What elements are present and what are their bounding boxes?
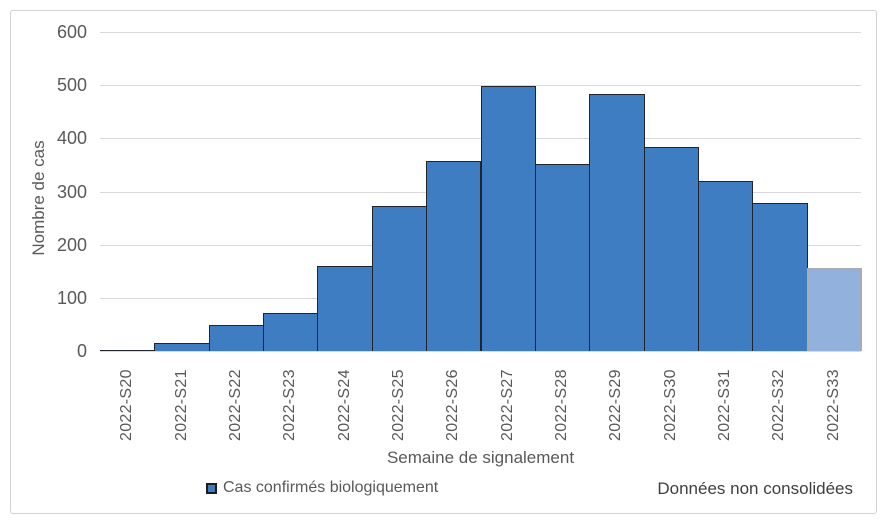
- x-tick-label-2022-S21: 2022-S21: [172, 369, 190, 441]
- y-tick-label-500: 500: [56, 75, 87, 96]
- x-tick-label-2022-S33: 2022-S33: [824, 369, 842, 441]
- y-tick-label-0: 0: [76, 341, 87, 361]
- x-tick-label-2022-S32: 2022-S32: [770, 369, 788, 441]
- bar-2022-S29: [589, 93, 645, 351]
- bar-2022-S32: [752, 203, 808, 351]
- x-tick-label-2022-S24: 2022-S24: [335, 369, 353, 441]
- bar-2022-S22: [208, 324, 265, 351]
- x-tick-label-2022-S27: 2022-S27: [498, 369, 516, 441]
- legend-marker-icon: [206, 483, 217, 494]
- bar-2022-S23: [263, 313, 319, 351]
- bar-2022-S21: [154, 343, 210, 351]
- bar-2022-S30: [643, 147, 699, 351]
- x-tick-label-2022-S26: 2022-S26: [444, 369, 462, 441]
- legend-label: Cas confirmés biologiquement: [223, 479, 439, 496]
- x-axis-title: Semaine de signalement: [386, 448, 575, 467]
- note-non-consolidated: Données non consolidées: [657, 479, 853, 498]
- y-tick-label-300: 300: [56, 181, 87, 202]
- bar-2022-S31: [697, 180, 754, 351]
- chart-figure: Nombre de cas 0 100 200 300 400 500 600 2022-S…: [10, 10, 877, 514]
- x-tick-label-2022-S31: 2022-S31: [716, 369, 734, 441]
- bar-2022-S25: [371, 205, 428, 351]
- gridline-500: [100, 85, 861, 87]
- y-tick-label-200: 200: [56, 234, 87, 255]
- bar-2022-S24: [317, 266, 373, 351]
- bar-2022-S28: [534, 163, 591, 351]
- x-tick-label-2022-S20: 2022-S20: [118, 369, 136, 441]
- bar-2022-S33: [806, 268, 862, 351]
- x-tick-label-2022-S29: 2022-S29: [607, 369, 625, 441]
- gridline-0: [100, 351, 861, 352]
- y-tick-label-400: 400: [56, 128, 87, 149]
- bar-2022-S20: [100, 349, 156, 351]
- x-tick-label-2022-S25: 2022-S25: [389, 369, 407, 441]
- x-tick-label-2022-S28: 2022-S28: [553, 369, 571, 441]
- y-tick-label-100: 100: [56, 287, 87, 308]
- x-tick-label-2022-S30: 2022-S30: [661, 369, 679, 441]
- x-tick-label-2022-S23: 2022-S23: [281, 369, 299, 441]
- legend: Cas confirmés biologiquement: [206, 479, 438, 497]
- x-tick-label-2022-S22: 2022-S22: [226, 369, 244, 441]
- bar-2022-S27: [480, 85, 536, 351]
- gridline-600: [100, 32, 861, 33]
- y-tick-label-600: 600: [56, 22, 87, 42]
- bar-2022-S26: [426, 160, 482, 351]
